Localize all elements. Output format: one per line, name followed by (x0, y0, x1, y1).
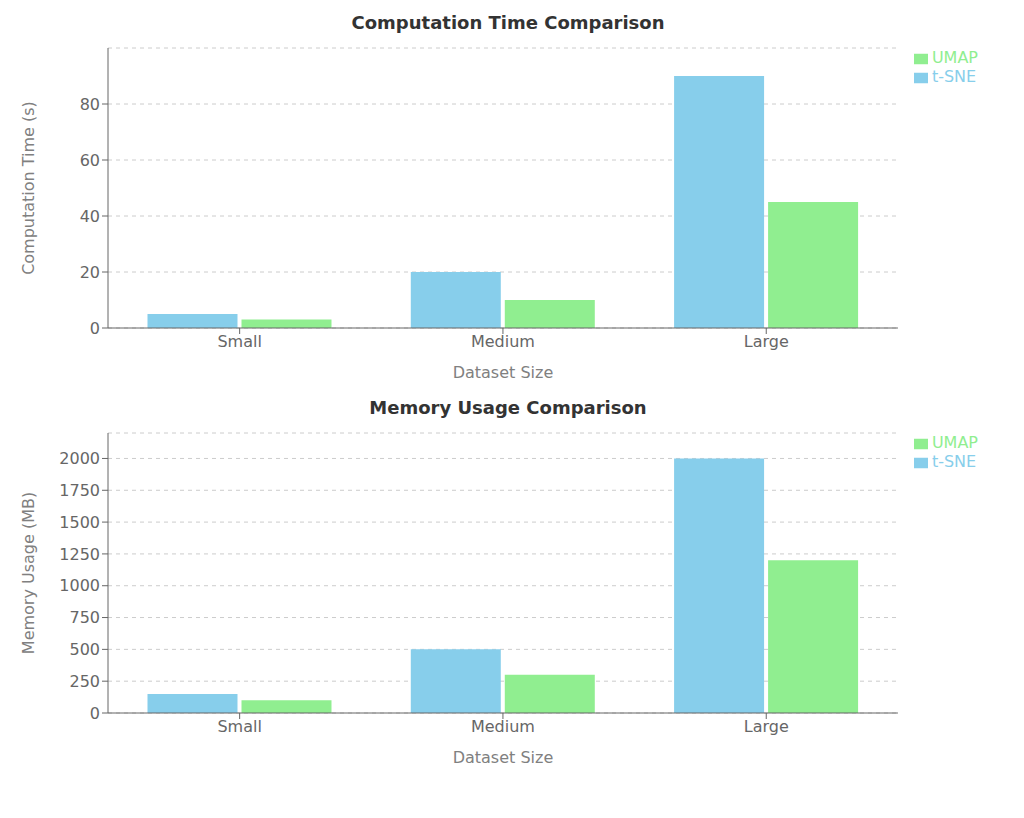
html-text:Computation Time Comparison: Computation Time Comparison (351, 12, 665, 33)
svg-text:1250: 1250 (59, 545, 100, 564)
svg-text:250: 250 (69, 672, 100, 691)
svg-text:40: 40 (80, 207, 100, 226)
html-text:UMAP: UMAP (931, 48, 978, 67)
svg-text:Computation Time (s): Computation Time (s) (19, 101, 38, 275)
svg-text:2000: 2000 (59, 449, 100, 468)
svg-text:750: 750 (69, 608, 100, 627)
html-text:Memory Usage Comparison: Memory Usage Comparison (369, 397, 647, 418)
svg-text:Small: Small (217, 332, 261, 351)
svg-text:Dataset Size: Dataset Size (453, 748, 554, 767)
svg-text:1750: 1750 (59, 481, 100, 500)
svg-text:60: 60 (80, 151, 100, 170)
svg-text:1000: 1000 (59, 576, 100, 595)
svg-text:500: 500 (69, 640, 100, 659)
svg-text:Medium: Medium (471, 332, 535, 351)
svg-text:Small: Small (217, 717, 261, 736)
svg-text:1500: 1500 (59, 513, 100, 532)
svg-text:80: 80 (80, 95, 100, 114)
html-text:t-SNE: t-SNE (931, 67, 977, 86)
svg-text:Medium: Medium (471, 717, 535, 736)
svg-text:Memory Usage (MB): Memory Usage (MB) (19, 492, 38, 654)
html-text:UMAP: UMAP (931, 433, 978, 452)
svg-text:Large: Large (744, 332, 789, 351)
svg-text:Dataset Size: Dataset Size (453, 363, 554, 382)
svg-text:20: 20 (80, 263, 100, 282)
svg-text:0: 0 (90, 319, 100, 338)
html-text:t-SNE: t-SNE (931, 452, 977, 471)
svg-text:0: 0 (90, 704, 100, 723)
svg-text:Large: Large (744, 717, 789, 736)
